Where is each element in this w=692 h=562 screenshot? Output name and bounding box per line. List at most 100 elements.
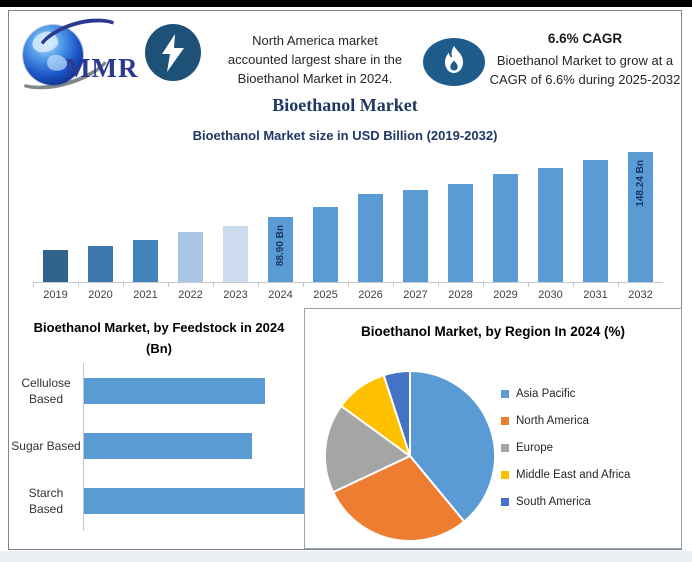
bar-slot [393, 190, 438, 282]
legend-item-south-america: South America [501, 495, 630, 509]
pie-slice-south-america [382, 370, 411, 457]
bar-2032: 148.24 Bn [628, 152, 653, 282]
feedstock-bar-cellulose-based [84, 377, 265, 404]
note-line: Bioethanol Market to grow at a [496, 53, 674, 68]
feedstock-bar-starch-based [84, 487, 308, 514]
pie-slice-asia-pacific [409, 370, 497, 523]
flame-icon [445, 46, 463, 73]
bar-slot [33, 250, 78, 282]
legend-swatch-icon [501, 417, 509, 425]
bar-2026 [358, 194, 383, 282]
legend-swatch-icon [501, 471, 509, 479]
legend-label: Europe [516, 442, 554, 454]
note-line: CAGR of 6.6% during 2025-2032 [489, 72, 681, 87]
pie-legend: Asia Pacific North America Europe Middle Ea… [501, 387, 630, 522]
legend-label: South America [516, 496, 591, 508]
region-pie-chart [323, 370, 497, 543]
bottom-margin-strip [0, 551, 692, 562]
x-axis-label-2031: 2031 [583, 289, 608, 301]
bar-2028 [448, 184, 473, 282]
x-axis-label-2021: 2021 [133, 289, 158, 301]
lightning-icon [162, 33, 184, 72]
feedstock-label-sugar-based: Sugar Based [11, 438, 81, 453]
bar-2023 [223, 226, 248, 282]
x-axis-label-2030: 2030 [538, 289, 563, 301]
pie-slice-europe [323, 405, 411, 494]
legend-label: Asia Pacific [516, 388, 576, 400]
feedstock-label-cellulose-based: Cellulose Based [21, 375, 71, 406]
bar-2027 [403, 190, 428, 282]
globe-icon [23, 25, 83, 85]
bar-slot [528, 168, 573, 282]
bar-value-label-2032: 148.24 Bn [635, 160, 646, 207]
bar-chart-title: Bioethanol Market size in USD Billion (2… [192, 128, 498, 143]
x-axis-labels: 2019 2020 2021 2022 2023 2024 2025 2026 2027 2028… [33, 289, 663, 301]
top-black-strip [0, 0, 692, 7]
x-axis-label-2026: 2026 [358, 289, 383, 301]
bar-value-label-2024: 88.90 Bn [275, 225, 286, 267]
x-axis-label-2024: 2024 [268, 289, 293, 301]
bar-2029 [493, 174, 518, 282]
feedstock-rows: Cellulose Based Sugar Based Starch Based [11, 363, 321, 528]
legend-item-asia-pacific: Asia Pacific [501, 387, 630, 401]
bar-2030 [538, 168, 563, 282]
feedstock-label-starch-based: Starch Based [28, 485, 64, 516]
bar-slot [438, 184, 483, 282]
x-axis-ticks [33, 283, 663, 287]
pie-chart-title: Bioethanol Market, by Region In 2024 (%) [360, 324, 626, 339]
right-highlight-note: 6.6% CAGR Bioethanol Market to grow at a… [487, 29, 683, 89]
x-axis-label-2029: 2029 [493, 289, 518, 301]
legend-swatch-icon [501, 390, 509, 398]
note-line: accounted largest share in the [227, 52, 403, 67]
x-axis-label-2020: 2020 [88, 289, 113, 301]
bar-slot [483, 174, 528, 282]
bar-slot: 88.90 Bn [258, 217, 303, 282]
bar-slot [348, 194, 393, 282]
x-axis-label-2023: 2023 [223, 289, 248, 301]
lightning-badge [145, 24, 201, 81]
bar-slot [573, 160, 618, 282]
bar-slot [123, 240, 168, 282]
x-axis-label-2025: 2025 [313, 289, 338, 301]
note-line: North America market [252, 33, 378, 48]
bar-2021 [133, 240, 158, 282]
feedstock-row-cellulose-based: Cellulose Based [11, 363, 321, 418]
x-axis-label-2022: 2022 [178, 289, 203, 301]
bar-slot [213, 226, 258, 282]
bar-2022 [178, 232, 203, 282]
x-axis-label-2027: 2027 [403, 289, 428, 301]
legend-item-middle-east-and-africa: Middle East and Africa [501, 468, 630, 482]
page-title: Bioethanol Market [272, 95, 418, 115]
bar-slot: 148.24 Bn [618, 152, 663, 282]
bar-slot [168, 232, 213, 282]
bar-2019 [43, 250, 68, 282]
legend-item-europe: Europe [501, 441, 630, 455]
left-highlight-note: North America market accounted largest s… [203, 31, 427, 88]
bar-slot [303, 207, 348, 282]
market-size-bar-chart: 88.90 Bn 148.24 Bn 2019 2020 2021 2022 2023 20… [33, 137, 663, 301]
flame-badge [423, 38, 485, 86]
bar-2025 [313, 207, 338, 282]
legend-swatch-icon [501, 498, 509, 506]
legend-item-north-america: North America [501, 414, 630, 428]
bar-2020 [88, 246, 113, 282]
feedstock-bar-chart: Cellulose Based Sugar Based Starch Based [11, 363, 321, 531]
feedstock-row-sugar-based: Sugar Based [11, 418, 321, 473]
x-axis-label-2028: 2028 [448, 289, 473, 301]
cagr-title: 6.6% CAGR [547, 31, 623, 46]
x-axis-label-2032: 2032 [628, 289, 653, 301]
mmr-logo-text: MMR [65, 53, 139, 83]
feedstock-row-starch-based: Starch Based [11, 473, 321, 528]
region-pie-section: Bioethanol Market, by Region In 2024 (%)… [304, 308, 682, 549]
feedstock-bar-sugar-based [84, 432, 252, 459]
legend-label: North America [516, 415, 589, 427]
legend-swatch-icon [501, 444, 509, 452]
note-line: Bioethanol Market in 2024. [237, 71, 393, 86]
bar-2024: 88.90 Bn [268, 217, 293, 282]
infographic-frame: MMR North America market accounted large… [6, 9, 683, 550]
legend-label: Middle East and Africa [516, 469, 631, 481]
bar-slot [78, 246, 123, 282]
bar-2031 [583, 160, 608, 282]
bar-plot-area: 88.90 Bn 148.24 Bn [33, 137, 663, 283]
